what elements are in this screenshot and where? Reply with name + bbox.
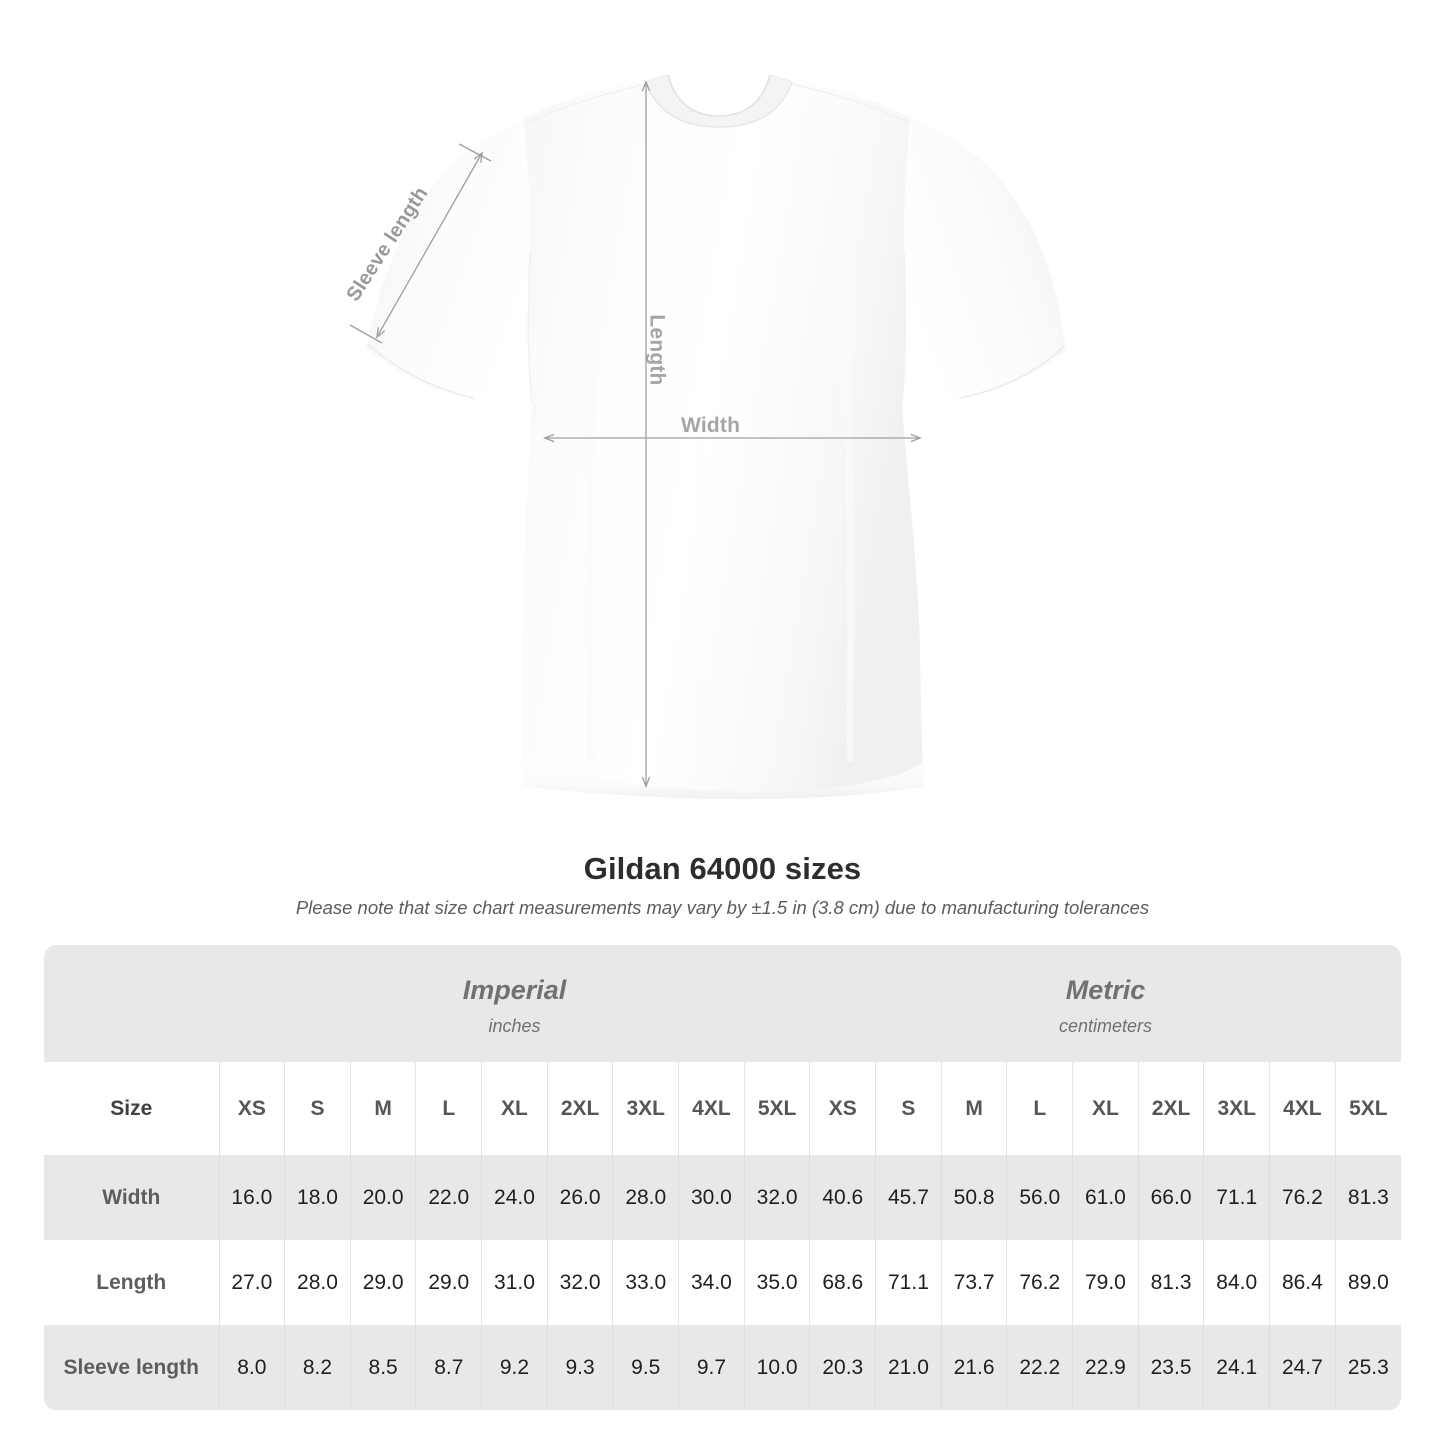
measurement-value: 61.0 (1072, 1155, 1139, 1240)
unit-group-metric-title: Metric (1065, 974, 1146, 1005)
size-header-cell: 4XL (678, 1062, 745, 1155)
measurement-value: 9.2 (481, 1325, 548, 1410)
size-header-cell: 5XL (1334, 1062, 1401, 1155)
size-header-cell: L (415, 1062, 482, 1155)
measurement-value: 56.0 (1006, 1155, 1073, 1240)
tshirt-diagram: Sleeve length Length Width (342, 74, 1066, 800)
measurement-value: 10.0 (743, 1325, 810, 1410)
tolerance-note: Please note that size chart measurements… (295, 897, 1150, 918)
size-header-cell: L (1006, 1062, 1073, 1155)
tshirt-illustration (349, 74, 1066, 800)
size-header-cell: S (284, 1062, 351, 1155)
measurement-value: 9.7 (678, 1325, 745, 1410)
measurement-value: 22.9 (1072, 1325, 1139, 1410)
measurement-value: 26.0 (546, 1155, 613, 1240)
measurement-value: 30.0 (678, 1155, 745, 1240)
unit-group-imperial: Imperial inches (219, 945, 810, 1062)
measurement-value: 71.1 (1203, 1155, 1270, 1240)
sleeve-length-dimension (349, 143, 492, 344)
unit-group-metric-unit: centimeters (1058, 1015, 1152, 1036)
size-header-cell: 5XL (743, 1062, 810, 1155)
measurement-value: 8.7 (415, 1325, 482, 1410)
measurement-value: 24.7 (1269, 1325, 1336, 1410)
garment-shape (366, 74, 1066, 800)
size-header-row: Size XS S M L XL 2XL 3XL 4XL 5XL XS S M L XL 2XL 3XL 4XL… (44, 1062, 1401, 1155)
size-header-cell: 4XL (1269, 1062, 1336, 1155)
size-chart-table-container: Imperial inches Metric centimeters Size … (44, 945, 1401, 1410)
measurement-value: 31.0 (481, 1240, 548, 1325)
size-header-cell: 2XL (546, 1062, 613, 1155)
size-header-cell: 3XL (612, 1062, 679, 1155)
measurement-value: 21.0 (875, 1325, 942, 1410)
measurement-value: 29.0 (349, 1240, 416, 1325)
measurement-value: 73.7 (940, 1240, 1007, 1325)
size-chart-table: Imperial inches Metric centimeters Size … (44, 945, 1401, 1410)
size-header-cell: XL (1072, 1062, 1139, 1155)
measurement-value: 8.0 (218, 1325, 285, 1410)
measurement-value: 34.0 (678, 1240, 745, 1325)
measurement-value: 89.0 (1334, 1240, 1401, 1325)
size-header-cell: S (875, 1062, 942, 1155)
measurement-value: 32.0 (743, 1155, 810, 1240)
measurement-value: 22.0 (415, 1155, 482, 1240)
table-row: Width 16.0 18.0 20.0 22.0 24.0 26.0 28.0 30.0 32.… (44, 1155, 1401, 1240)
measurement-value: 71.1 (875, 1240, 942, 1325)
unit-row-spacer (44, 945, 219, 1062)
measurement-value: 24.0 (481, 1155, 548, 1240)
measurement-label: Width (44, 1155, 219, 1240)
measurement-value: 23.5 (1137, 1325, 1204, 1410)
size-header-cell: 3XL (1203, 1062, 1270, 1155)
size-header-cell: XS (218, 1062, 285, 1155)
unit-group-imperial-title: Imperial (462, 974, 567, 1005)
measurement-value: 50.8 (940, 1155, 1007, 1240)
measurement-value: 9.3 (546, 1325, 613, 1410)
measurement-value: 66.0 (1137, 1155, 1204, 1240)
size-header-cell: XS (809, 1062, 876, 1155)
measurement-label: Length (44, 1240, 219, 1325)
measurement-value: 16.0 (218, 1155, 285, 1240)
measurement-value: 79.0 (1072, 1240, 1139, 1325)
measurement-value: 27.0 (218, 1240, 285, 1325)
table-row: Sleeve length 8.0 8.2 8.5 8.7 9.2 9.3 9.5 9.7 10.… (44, 1325, 1401, 1410)
unit-group-metric: Metric centimeters (809, 945, 1401, 1062)
measurement-value: 81.3 (1137, 1240, 1204, 1325)
measurement-value: 76.2 (1269, 1155, 1336, 1240)
measurement-value: 29.0 (415, 1240, 482, 1325)
measurement-value: 18.0 (284, 1155, 351, 1240)
measurement-value: 8.2 (284, 1325, 351, 1410)
page-title: Gildan 64000 sizes (583, 851, 862, 886)
measurement-value: 32.0 (546, 1240, 613, 1325)
width-label: Width (681, 414, 741, 437)
measurement-value: 28.0 (612, 1155, 679, 1240)
measurement-value: 20.0 (349, 1155, 416, 1240)
size-header-label: Size (44, 1062, 219, 1155)
measurement-label: Sleeve length (44, 1325, 219, 1410)
size-header-cell: M (349, 1062, 416, 1155)
length-label: Length (645, 314, 669, 386)
measurement-value: 20.3 (809, 1325, 876, 1410)
measurement-value: 28.0 (284, 1240, 351, 1325)
size-header-cell: 2XL (1137, 1062, 1204, 1155)
measurement-value: 9.5 (612, 1325, 679, 1410)
measurement-value: 35.0 (743, 1240, 810, 1325)
measurement-value: 81.3 (1334, 1155, 1401, 1240)
measurement-value: 84.0 (1203, 1240, 1270, 1325)
measurement-value: 76.2 (1006, 1240, 1073, 1325)
measurement-value: 21.6 (940, 1325, 1007, 1410)
measurement-value: 22.2 (1006, 1325, 1073, 1410)
unit-system-row: Imperial inches Metric centimeters (44, 945, 1401, 1062)
measurement-value: 25.3 (1334, 1325, 1401, 1410)
measurement-value: 8.5 (349, 1325, 416, 1410)
measurement-value: 45.7 (875, 1155, 942, 1240)
measurement-value: 24.1 (1203, 1325, 1270, 1410)
size-header-cell: XL (481, 1062, 548, 1155)
measurement-value: 33.0 (612, 1240, 679, 1325)
measurement-value: 68.6 (809, 1240, 876, 1325)
table-row: Length 27.0 28.0 29.0 29.0 31.0 32.0 33.0 34.0 35… (44, 1240, 1401, 1325)
measurement-value: 86.4 (1269, 1240, 1336, 1325)
unit-group-imperial-unit: inches (488, 1015, 541, 1036)
size-header-cell: M (940, 1062, 1007, 1155)
measurement-value: 40.6 (809, 1155, 876, 1240)
